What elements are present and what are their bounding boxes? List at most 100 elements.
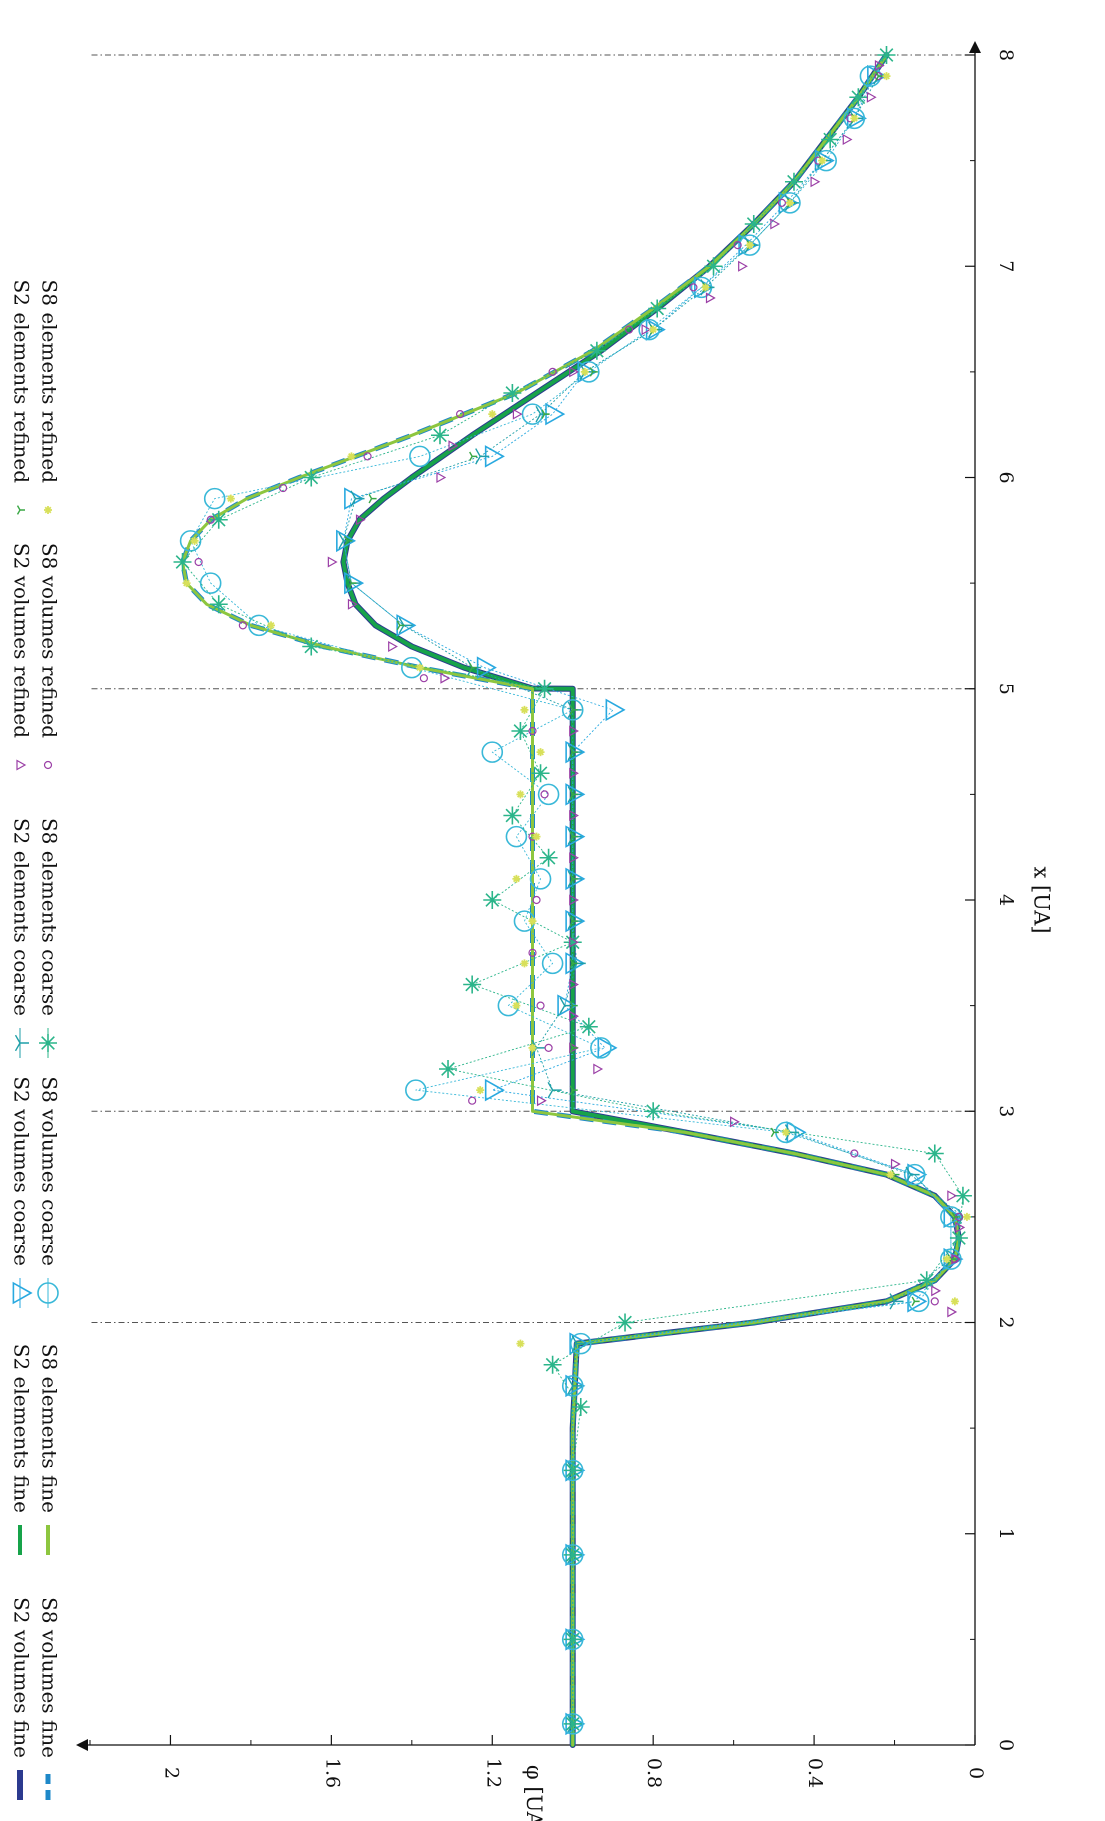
data-point [770,218,781,230]
data-point [569,1085,578,1095]
data-point [398,617,413,634]
data-point [179,530,202,552]
legend-entry-s2-volumes-fine: S2 volumes fine [10,1597,34,1800]
data-point [565,952,586,975]
data-point [571,1335,586,1352]
data-point [531,1039,546,1057]
data-point [911,1296,920,1307]
data-point [689,283,698,292]
data-point [907,1290,930,1313]
data-point [190,536,199,545]
data-point [962,1212,971,1221]
y-tick-label: 0.8 [643,1758,665,1788]
data-point [561,1628,584,1651]
data-point [930,1297,939,1306]
data-point [649,325,658,334]
data-point [348,578,357,588]
data-point [344,571,365,595]
legend-entry-s2-elements-coarse: S2 elements coarse [10,818,34,1058]
data-point [511,722,530,740]
data-point [536,748,545,757]
data-point [37,1282,59,1304]
data-point [925,1144,944,1163]
data-point [565,909,586,933]
y-tick-label: 0.4 [804,1758,826,1788]
data-point [561,1713,584,1735]
data-point [528,726,537,736]
data-point [645,318,666,341]
data-point [931,1285,941,1297]
data-point [532,832,541,841]
data-point [777,198,787,207]
data-point [943,1205,964,1229]
y-tick-label: 0 [965,1767,987,1779]
tick-labels: 0 1 2 3 4 5 6 7 8 0 0.4 0.8 1.2 1.6 2 [160,49,1017,1788]
data-point [516,1339,525,1348]
data-point [327,556,338,568]
data-point [521,403,544,425]
data-point [701,283,710,292]
series-layer [173,46,972,1748]
legend-label: S2 volumes fine [10,1597,34,1758]
data-point [874,60,885,72]
data-point [889,1293,904,1310]
data-point [593,1063,604,1075]
data-point [641,324,652,336]
data-point [463,975,482,994]
data-point [436,471,447,484]
data-point [529,868,552,890]
data-point [209,595,228,614]
data-point [541,952,564,975]
legend: S2 volumes fine S2 elements fine S2 volume… [10,280,62,1800]
data-point [597,1036,618,1060]
series-s2-elements-refined [344,71,960,1307]
y-tick-label: 1.6 [321,1758,343,1788]
data-point [455,410,465,419]
data-point [569,874,578,884]
data-point [579,1017,598,1036]
data-point [569,789,578,800]
data-point [580,367,589,376]
x-tick-label: 2 [995,1316,1017,1328]
data-point [512,1001,521,1010]
data-point [571,955,586,972]
data-point [302,468,321,487]
data-point [540,790,549,799]
series-s2-elements-coarse [338,67,972,1733]
data-point [565,1374,586,1398]
data-point [605,698,626,722]
data-point [810,176,821,188]
data-point [516,790,525,799]
data-point [947,1306,958,1318]
legend-label: S8 elements refined [38,280,62,484]
data-point [199,572,222,594]
data-point [561,1544,584,1566]
data-point [503,806,522,825]
legend-label: S8 elements fine [38,1344,62,1513]
data-point [344,487,365,510]
data-point [206,515,215,524]
data-point [415,663,424,672]
data-point [14,1034,29,1052]
y-axis-arrow [76,1739,88,1751]
data-point [347,452,356,461]
data-point [238,621,247,630]
data-point [439,1060,458,1078]
data-point [409,445,431,468]
data-point [882,72,891,81]
series-s2-volumes-refined [327,60,966,1318]
data-point [705,292,716,304]
data-point [468,1096,477,1105]
data-point [569,958,578,969]
data-point [738,234,761,256]
data-point [694,276,715,299]
axes [76,41,981,1751]
y-tick-label: 1.2 [482,1758,504,1788]
series-line [342,75,952,1724]
data-point [548,367,557,376]
data-point [481,741,504,763]
data-point [569,894,579,906]
data-point [907,1163,928,1186]
data-point [520,705,529,714]
